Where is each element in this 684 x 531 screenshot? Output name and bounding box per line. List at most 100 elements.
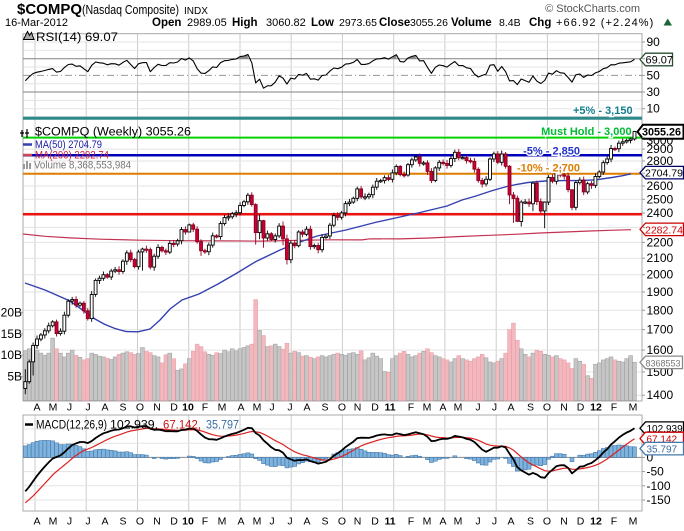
svg-text:J: J — [492, 516, 497, 527]
svg-text:INDX: INDX — [184, 5, 208, 17]
svg-text:+5% - 3,150: +5% - 3,150 — [573, 105, 633, 117]
svg-text:Volume: Volume — [451, 17, 492, 29]
svg-text:M: M — [253, 516, 262, 527]
svg-text:F: F — [611, 516, 617, 527]
svg-text:5B: 5B — [7, 370, 22, 384]
svg-text:30: 30 — [647, 85, 661, 99]
svg-text:O: O — [338, 516, 346, 527]
svg-text:12: 12 — [590, 516, 602, 527]
svg-text:1400: 1400 — [647, 388, 674, 402]
svg-text:O: O — [338, 402, 346, 414]
svg-text:16-Mar-2012: 16-Mar-2012 — [5, 17, 68, 29]
svg-text:2989.05: 2989.05 — [187, 17, 227, 29]
svg-text:M: M — [218, 402, 227, 414]
svg-text:A: A — [101, 402, 108, 414]
svg-text:N: N — [153, 402, 161, 414]
svg-text:102.939: 102.939 — [647, 424, 684, 435]
svg-text:M: M — [423, 516, 432, 527]
svg-text:S: S — [321, 516, 328, 527]
svg-text:Volume 8,368,553,984: Volume 8,368,553,984 — [34, 160, 131, 172]
svg-text:102.939,: 102.939, — [110, 420, 158, 432]
svg-text:2500: 2500 — [647, 192, 674, 206]
svg-text:-10% - 2,700: -10% - 2,700 — [517, 163, 580, 175]
svg-text:$COMPQ: $COMPQ — [17, 1, 82, 18]
svg-text:F: F — [202, 516, 208, 527]
svg-text:O: O — [543, 516, 551, 527]
svg-text:F: F — [408, 402, 414, 414]
svg-text:11: 11 — [384, 402, 395, 414]
svg-text:N: N — [560, 516, 568, 527]
svg-text:N: N — [354, 402, 362, 414]
svg-text:D: D — [170, 516, 178, 527]
svg-text:A: A — [439, 516, 446, 527]
svg-text:Open: Open — [152, 17, 181, 29]
svg-text:F: F — [202, 402, 208, 414]
svg-text:2800: 2800 — [647, 154, 674, 168]
svg-text:3060.82: 3060.82 — [266, 17, 306, 29]
svg-text:S: S — [527, 516, 534, 527]
svg-text:N: N — [560, 402, 568, 414]
svg-text:J: J — [85, 516, 90, 527]
svg-text:$COMPQ (Weekly) 3055.26: $COMPQ (Weekly) 3055.26 — [35, 127, 191, 139]
svg-text:J: J — [67, 516, 72, 527]
svg-text:35.797: 35.797 — [206, 420, 239, 432]
svg-text:N: N — [354, 516, 362, 527]
svg-text:67.142: 67.142 — [647, 435, 678, 446]
svg-text:90: 90 — [647, 35, 661, 49]
svg-text:2600: 2600 — [647, 179, 674, 193]
svg-text:12: 12 — [590, 402, 602, 414]
svg-text:S: S — [321, 402, 328, 414]
svg-text:M: M — [629, 402, 638, 414]
svg-text:35.797: 35.797 — [647, 445, 678, 456]
svg-text:J: J — [269, 516, 274, 527]
svg-text:A: A — [303, 516, 310, 527]
svg-text:© StockCharts.com: © StockCharts.com — [545, 3, 640, 15]
svg-text:1600: 1600 — [647, 343, 674, 357]
svg-text:J: J — [85, 402, 90, 414]
svg-text:RSI(14) 69.07: RSI(14) 69.07 — [36, 32, 118, 44]
svg-text:S: S — [119, 516, 126, 527]
svg-text:+66.92 (+2.24%): +66.92 (+2.24%) — [556, 17, 654, 29]
svg-text:A: A — [237, 402, 244, 414]
svg-text:MA(200) 2292.74: MA(200) 2292.74 — [35, 150, 109, 162]
svg-text:3055.26: 3055.26 — [642, 127, 681, 139]
svg-text:MA(50) 2704.79: MA(50) 2704.79 — [35, 139, 102, 151]
svg-text:M: M — [49, 402, 58, 414]
svg-text:10: 10 — [182, 402, 194, 414]
svg-text:A: A — [507, 516, 514, 527]
svg-text:High: High — [232, 17, 258, 29]
svg-text:M: M — [218, 516, 227, 527]
svg-text:O: O — [543, 402, 551, 414]
svg-text:A: A — [237, 516, 244, 527]
svg-text:J: J — [492, 402, 497, 414]
svg-text:Must Hold - 3,000: Must Hold - 3,000 — [541, 126, 631, 138]
svg-text:J: J — [475, 516, 480, 527]
svg-text:D: D — [371, 402, 379, 414]
svg-text:D: D — [577, 402, 585, 414]
svg-text:Close: Close — [379, 17, 410, 29]
svg-text:-50: -50 — [647, 465, 665, 479]
svg-text:10: 10 — [182, 516, 194, 527]
svg-text:J: J — [475, 402, 480, 414]
svg-text:M: M — [49, 516, 58, 527]
svg-text:1700: 1700 — [647, 323, 674, 337]
svg-text:N: N — [153, 516, 161, 527]
svg-text:2900: 2900 — [647, 142, 674, 156]
svg-text:O: O — [136, 516, 144, 527]
svg-text:11: 11 — [384, 516, 395, 527]
svg-text:J: J — [287, 516, 292, 527]
svg-text:2973.65: 2973.65 — [339, 17, 377, 29]
svg-text:MACD(12,26,9): MACD(12,26,9) — [36, 420, 107, 432]
svg-text:M: M — [454, 516, 463, 527]
svg-text:S: S — [119, 402, 126, 414]
svg-text:F: F — [611, 402, 617, 414]
svg-text:D: D — [577, 516, 585, 527]
svg-text:8.4B: 8.4B — [499, 17, 521, 29]
svg-text:2000: 2000 — [647, 268, 674, 282]
svg-text:M: M — [253, 402, 262, 414]
svg-text:3055.26: 3055.26 — [410, 17, 448, 29]
svg-text:50: 50 — [647, 68, 661, 82]
svg-text:A: A — [303, 402, 310, 414]
svg-text:D: D — [371, 516, 379, 527]
svg-text:F: F — [408, 516, 414, 527]
